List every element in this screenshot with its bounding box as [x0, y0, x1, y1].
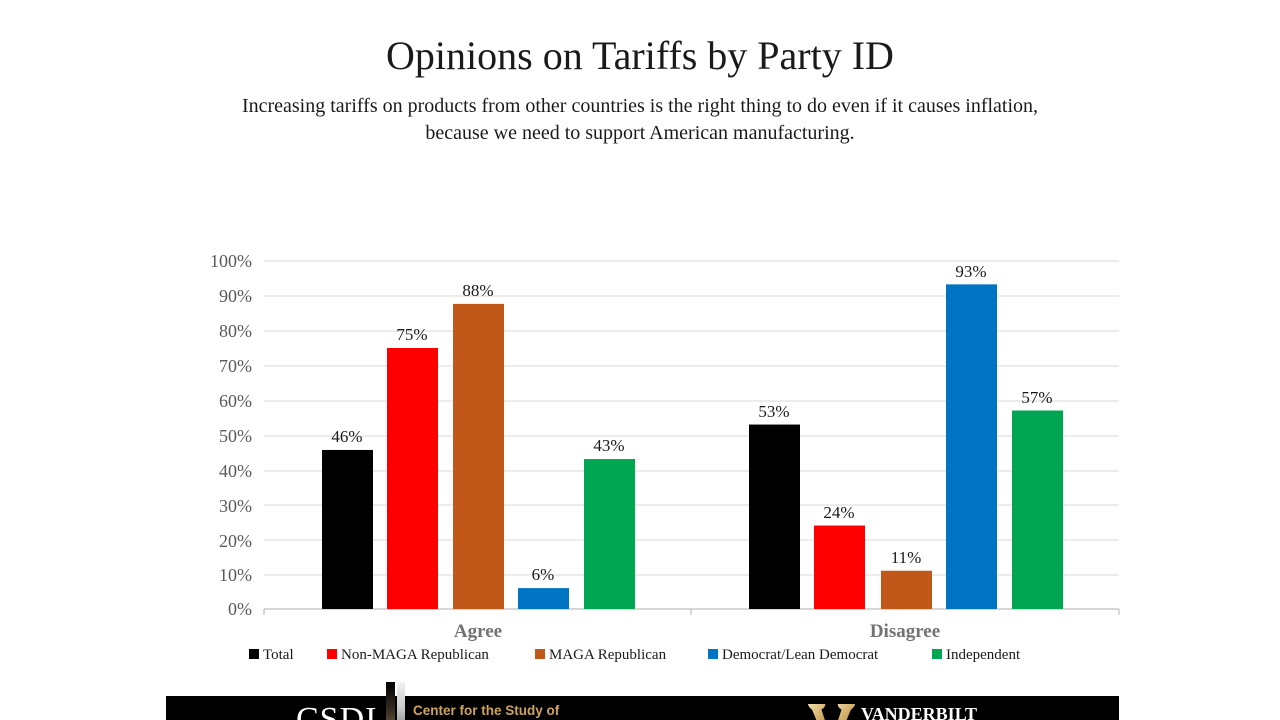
svg-text:Agree: Agree — [454, 621, 502, 642]
svg-text:80%: 80% — [219, 321, 252, 341]
svg-text:46%: 46% — [331, 427, 362, 446]
svg-text:60%: 60% — [219, 391, 252, 411]
svg-text:10%: 10% — [219, 565, 252, 585]
svg-text:93%: 93% — [955, 262, 986, 281]
svg-text:0%: 0% — [228, 599, 252, 619]
svg-text:MAGA Republican: MAGA Republican — [549, 647, 667, 663]
svg-text:Democrat/Lean Democrat: Democrat/Lean Democrat — [722, 647, 879, 663]
svg-text:90%: 90% — [219, 286, 252, 306]
svg-text:11%: 11% — [891, 548, 922, 567]
svg-text:24%: 24% — [823, 503, 854, 522]
svg-text:Independent: Independent — [946, 647, 1021, 663]
svg-text:6%: 6% — [532, 565, 555, 584]
svg-text:100%: 100% — [210, 251, 252, 271]
svg-text:75%: 75% — [396, 325, 427, 344]
svg-text:Total: Total — [263, 647, 294, 663]
svg-text:53%: 53% — [758, 402, 789, 421]
svg-text:70%: 70% — [219, 356, 252, 376]
svg-text:40%: 40% — [219, 461, 252, 481]
svg-text:20%: 20% — [219, 531, 252, 551]
svg-text:57%: 57% — [1021, 388, 1052, 407]
svg-text:43%: 43% — [593, 436, 624, 455]
svg-text:30%: 30% — [219, 496, 252, 516]
svg-text:50%: 50% — [219, 426, 252, 446]
svg-text:Non-MAGA Republican: Non-MAGA Republican — [341, 647, 489, 663]
svg-text:Disagree: Disagree — [870, 621, 940, 642]
svg-text:88%: 88% — [462, 281, 493, 300]
